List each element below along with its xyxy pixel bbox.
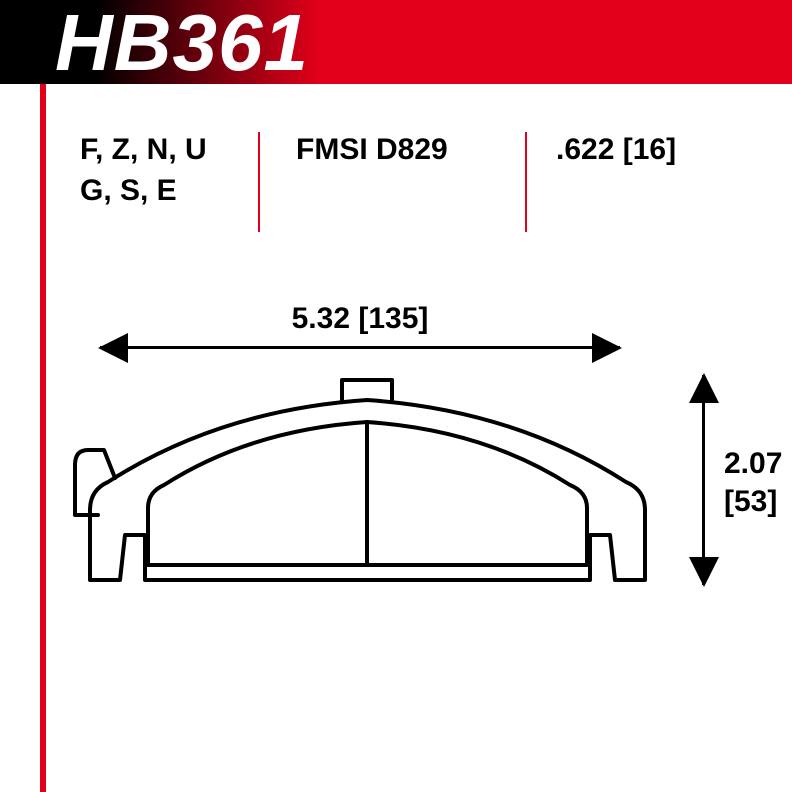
header: HB361 [0,0,792,100]
compounds-column: F, Z, N, U G, S, E [80,130,276,211]
page: HB361 F, Z, N, U G, S, E FMSI D829 .622 … [0,0,792,792]
height-mm: [53] [724,483,782,521]
compounds-line-1: F, Z, N, U [80,130,256,171]
pad-svg [70,370,665,595]
width-mm: [135] [358,302,428,335]
height-dim-line [702,375,705,585]
fmsi-column: FMSI D829 [276,130,536,211]
thickness-value: .622 [16] [556,130,732,171]
spec-separator-1 [258,132,260,232]
width-dim-line [100,346,620,349]
left-red-rule [40,84,46,792]
specs-row: F, Z, N, U G, S, E FMSI D829 .622 [16] [80,130,752,211]
width-dimension: 5.32 [135] [100,308,620,358]
brake-pad-drawing [70,370,665,595]
arrow-right-icon [592,333,622,363]
arrow-left-icon [98,333,128,363]
arrow-down-icon [689,557,719,587]
width-inches: 5.32 [292,302,350,335]
spec-separator-2 [525,132,527,232]
height-label: 2.07 [53] [724,445,782,520]
arrow-up-icon [689,373,719,403]
height-dimension: 2.07 [53] [680,375,780,585]
part-number: HB361 [55,0,309,86]
thickness-column: .622 [16] [536,130,752,211]
width-label: 5.32 [135] [100,302,620,336]
height-inches: 2.07 [724,445,782,483]
compounds-line-2: G, S, E [80,171,256,212]
fmsi-value: FMSI D829 [296,130,516,171]
